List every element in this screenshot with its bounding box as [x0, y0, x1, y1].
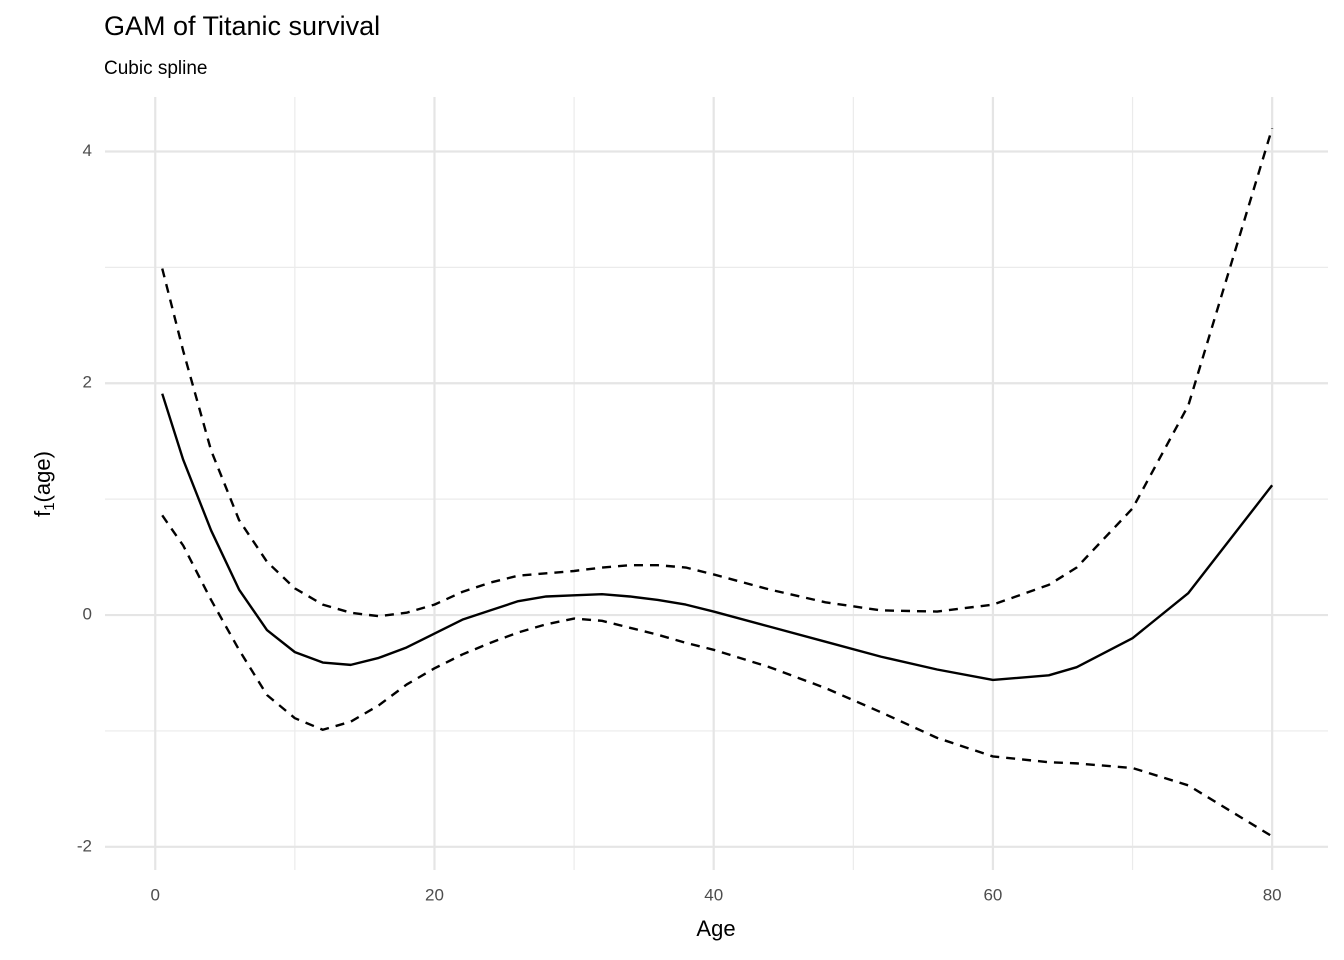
y-axis-title-part: (age) — [30, 451, 55, 502]
confidence-line — [161, 127, 1274, 618]
y-axis-title-subscript: 1 — [41, 502, 58, 510]
y-tick-label: 4 — [83, 141, 92, 160]
y-tick-label: -2 — [77, 836, 92, 855]
y-axis-title: f1(age) — [30, 451, 58, 517]
x-tick-label: 20 — [425, 885, 444, 904]
fit-line — [161, 393, 1274, 682]
y-tick-label: 2 — [83, 373, 92, 392]
x-tick-label: 80 — [1263, 885, 1282, 904]
x-tick-label: 60 — [983, 885, 1002, 904]
y-tick-label: 0 — [83, 605, 92, 624]
y-axis-title-part: f — [30, 510, 55, 517]
x-tick-label: 40 — [704, 885, 723, 904]
chart-subtitle: Cubic spline — [104, 58, 208, 79]
x-axis-title: Age — [696, 916, 735, 941]
chart-title: GAM of Titanic survival — [104, 11, 380, 41]
x-tick-label: 0 — [151, 885, 160, 904]
confidence-line — [161, 514, 1273, 838]
